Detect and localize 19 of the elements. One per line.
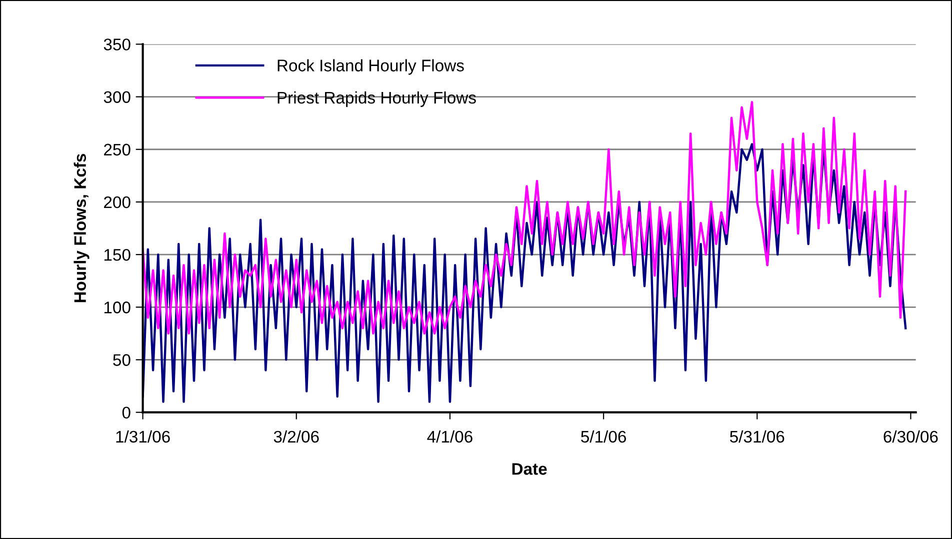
y-tick-label: 0 (122, 406, 130, 419)
legend-label: Priest Rapids Hourly Flows (278, 91, 476, 107)
x-tick-label: 4/1/06 (427, 430, 472, 443)
y-tick-label: 350 (104, 38, 130, 50)
x-tick-label: 3/2/06 (274, 430, 319, 443)
y-tick-label: 300 (104, 91, 130, 103)
x-tick-label: 6/30/06 (884, 430, 938, 443)
y-axis-title: Hourly Flows, Kcfs (74, 154, 90, 302)
line-series (142, 143, 907, 403)
x-tick-label: 1/31/06 (116, 430, 170, 443)
y-tick-label: 50 (113, 354, 130, 366)
y-tick-label: 100 (104, 302, 130, 314)
y-tick-label: 150 (104, 248, 130, 261)
x-tick-label: 5/1/06 (581, 430, 626, 443)
legend-label: Rock Island Hourly Flows (278, 59, 464, 75)
y-tick-label: 200 (104, 196, 130, 208)
y-tick-label: 250 (104, 144, 130, 156)
x-axis-title: Date (512, 463, 547, 475)
x-tick-label: 5/31/06 (730, 430, 784, 443)
